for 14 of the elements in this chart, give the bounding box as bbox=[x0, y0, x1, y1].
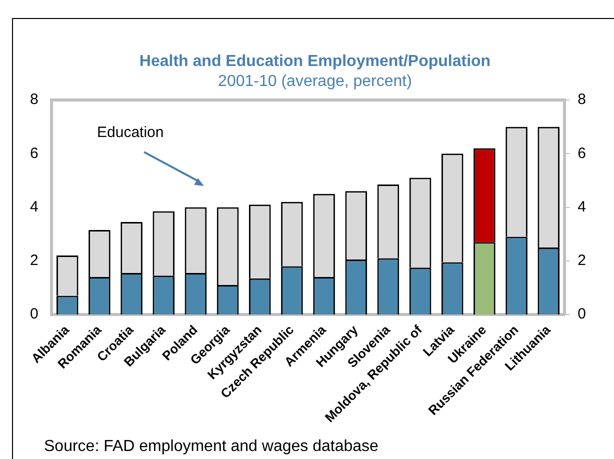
y-tick-label: 6 bbox=[578, 144, 586, 162]
y2-tick-label: 0 bbox=[30, 306, 38, 323]
y2-tick-label: 6 bbox=[30, 144, 38, 162]
y-tick-label: 8 bbox=[578, 91, 586, 108]
y-tick-label: 4 bbox=[578, 198, 586, 216]
y-tick-label: 0 bbox=[578, 306, 586, 323]
y2-tick-label: 8 bbox=[30, 91, 38, 108]
y2-tick-label: 4 bbox=[30, 198, 38, 216]
annotation: Education bbox=[97, 124, 164, 141]
chart-title: Health and Education Employment/Population bbox=[138, 52, 492, 72]
y-tick-label: 2 bbox=[578, 252, 586, 270]
source-note: Source: FAD employment and wages database bbox=[44, 438, 378, 456]
chart-subtitle: 2001-10 (average, percent) bbox=[217, 72, 413, 92]
y2-tick-label: 2 bbox=[30, 252, 38, 270]
